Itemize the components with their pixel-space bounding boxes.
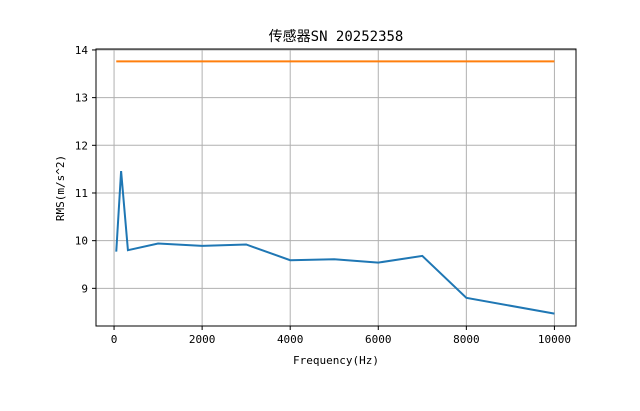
x-tick-label: 4000	[277, 333, 304, 346]
y-tick-label: 12	[75, 139, 88, 152]
x-tick-label: 10000	[538, 333, 571, 346]
x-tick-label: 6000	[365, 333, 392, 346]
y-tick-label: 14	[75, 44, 89, 57]
series-line-0	[115, 170, 555, 315]
y-tick-label: 9	[81, 282, 88, 295]
y-axis-label: RMS(m/s^2)	[54, 155, 67, 221]
chart-title: 传感器SN 20252358	[269, 28, 404, 45]
x-tick-label: 2000	[189, 333, 216, 346]
y-tick-label: 11	[75, 187, 88, 200]
x-tick-label: 8000	[453, 333, 480, 346]
x-axis-label: Frequency(Hz)	[293, 354, 379, 367]
y-tick-label: 13	[75, 92, 88, 105]
y-tick-label: 10	[75, 235, 88, 248]
plot-frame	[95, 48, 577, 327]
x-tick-label: 0	[111, 333, 118, 346]
